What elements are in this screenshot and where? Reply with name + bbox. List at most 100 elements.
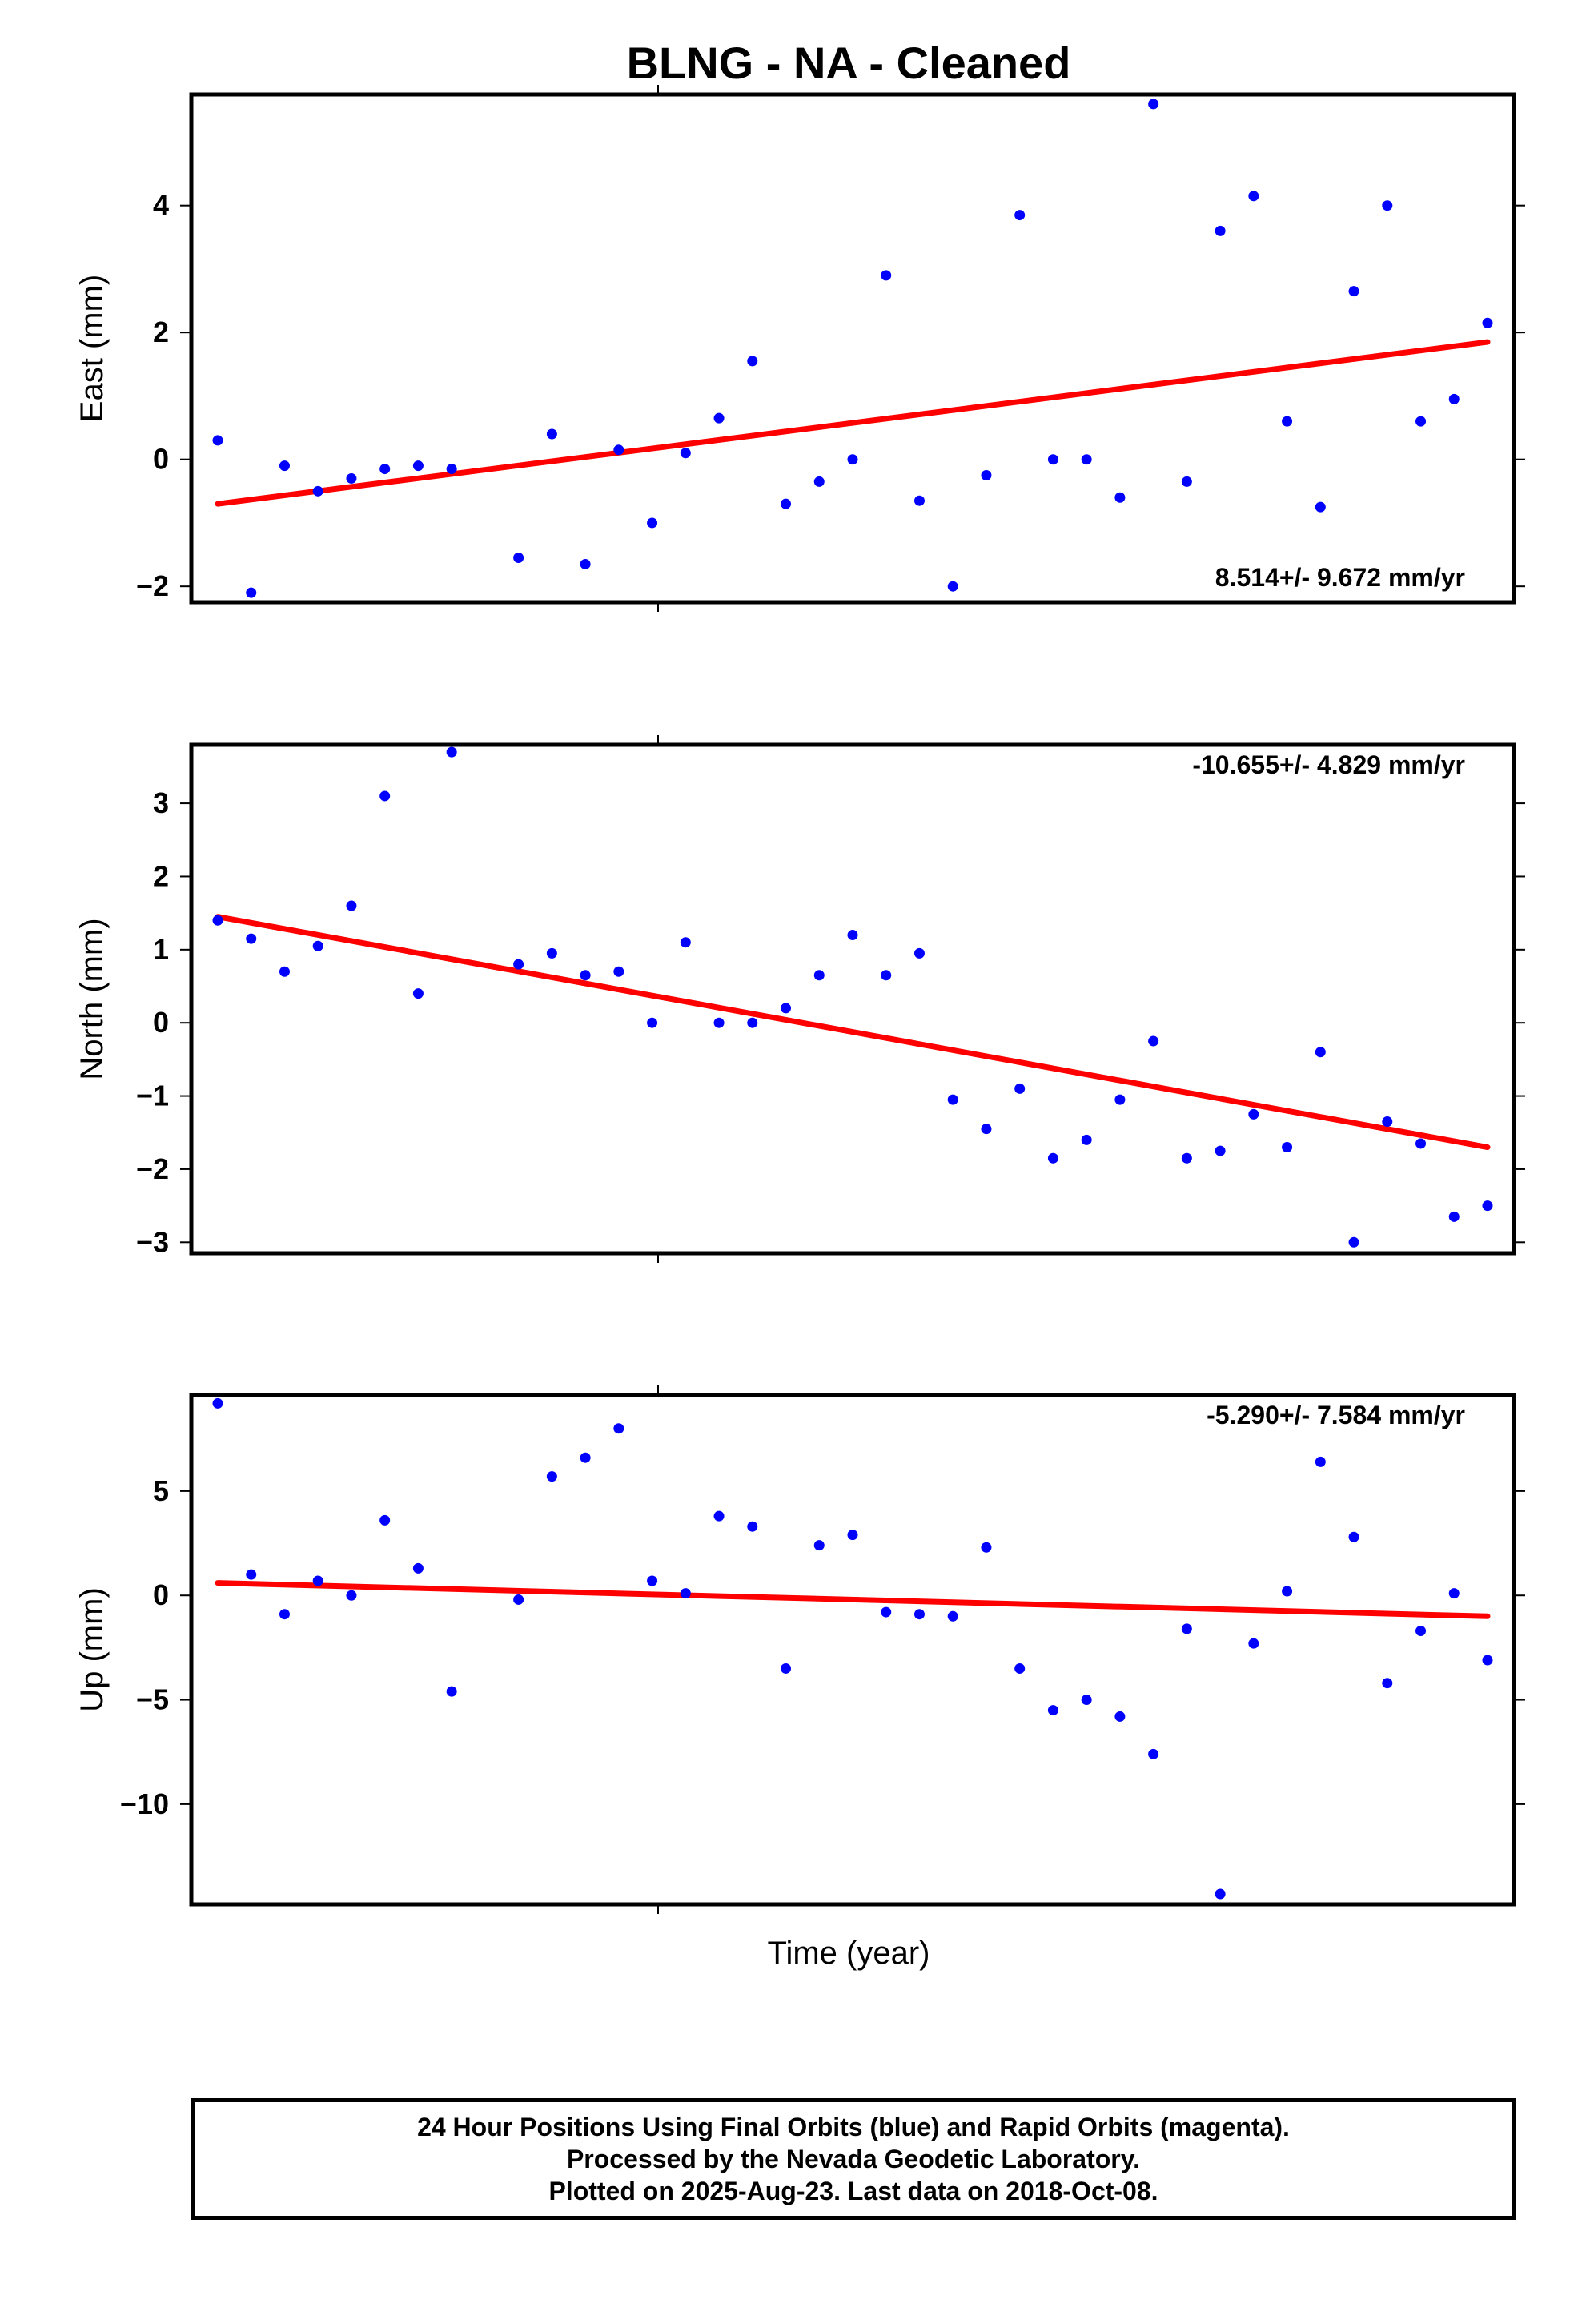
data-point — [1415, 1626, 1427, 1637]
data-point — [279, 460, 290, 472]
data-point — [847, 1530, 858, 1541]
data-point — [1482, 317, 1493, 328]
data-point — [446, 464, 457, 475]
y-tick-label: 5 — [153, 1474, 169, 1507]
data-point — [1181, 1623, 1192, 1634]
data-point — [813, 476, 825, 487]
data-point — [580, 970, 591, 981]
data-point — [947, 581, 958, 592]
data-point — [1282, 416, 1293, 427]
data-point — [1348, 1531, 1359, 1542]
data-point — [981, 470, 992, 480]
data-point — [1248, 1638, 1259, 1649]
data-point — [847, 454, 858, 465]
plot-title: BLNG - NA - Cleaned — [627, 38, 1071, 88]
data-point — [913, 1609, 925, 1620]
data-point — [680, 937, 691, 948]
panel-1: −2 0 2 4 East (mm) 8.514+/- 9.672 mm/yr — [74, 85, 1525, 612]
data-point — [1415, 416, 1427, 427]
data-point — [913, 947, 925, 959]
trend-line — [215, 1580, 1491, 1619]
data-point — [1415, 1138, 1427, 1149]
data-point — [881, 1606, 892, 1618]
panel-frame — [189, 742, 1516, 1256]
data-point — [713, 1017, 725, 1028]
trend-line — [215, 339, 1491, 507]
data-point — [546, 428, 557, 440]
data-point — [246, 1569, 257, 1580]
data-point — [713, 1510, 725, 1522]
data-point — [981, 1542, 992, 1553]
panel-frame — [189, 1393, 1516, 1907]
data-point — [346, 472, 357, 484]
data-point — [513, 553, 524, 564]
data-point — [1081, 1134, 1092, 1145]
footer-caption-box: 24 Hour Positions Using Final Orbits (bl… — [191, 2098, 1516, 2220]
data-point — [1282, 1586, 1293, 1597]
data-point — [1448, 1211, 1460, 1222]
footer-line-3: Plotted on 2025-Aug-23. Last data on 201… — [548, 2177, 1158, 2205]
data-point — [246, 587, 257, 598]
data-point — [1148, 1748, 1159, 1759]
data-point — [212, 435, 223, 446]
data-point — [713, 412, 725, 424]
data-point — [1382, 1678, 1393, 1689]
data-point — [781, 498, 792, 509]
y-tick-label: −10 — [120, 1787, 169, 1820]
data-point — [1114, 1711, 1126, 1722]
footer-line-1: 24 Hour Positions Using Final Orbits (bl… — [417, 2113, 1290, 2141]
data-point — [947, 1610, 958, 1622]
data-point — [1482, 1655, 1493, 1666]
y-tick-label: 2 — [153, 859, 169, 892]
y-tick-label: −2 — [136, 569, 169, 602]
data-point — [513, 959, 524, 970]
data-point — [1181, 1152, 1192, 1164]
data-point — [813, 1540, 825, 1551]
data-point — [346, 1590, 357, 1601]
data-point — [647, 517, 658, 529]
y-tick-label: 0 — [153, 443, 169, 476]
data-point — [1047, 454, 1058, 465]
data-point — [781, 1003, 792, 1014]
data-point — [446, 1686, 457, 1697]
data-point — [379, 1514, 391, 1526]
data-point — [446, 746, 457, 758]
data-point — [513, 1594, 524, 1605]
data-point — [379, 790, 391, 802]
data-point — [580, 1452, 591, 1463]
footer-line-2: Processed by the Nevada Geodetic Laborat… — [566, 2145, 1141, 2173]
data-point — [1348, 1236, 1359, 1248]
y-tick-label: −3 — [136, 1225, 169, 1258]
y-tick-label: 0 — [153, 1578, 169, 1611]
data-point — [1215, 1145, 1226, 1156]
data-point — [212, 915, 223, 926]
data-point — [613, 966, 624, 977]
data-point — [1047, 1705, 1058, 1716]
panel-2: −3 −2 −1 0 1 2 3 North (mm) -10.655+/- 4.829 mm/… — [74, 735, 1525, 1263]
rate-label: -10.655+/- 4.829 mm/yr — [1192, 750, 1465, 779]
data-point — [1315, 1047, 1326, 1058]
data-point — [1382, 200, 1393, 211]
data-point — [1248, 191, 1259, 202]
trend-line — [215, 914, 1491, 1151]
y-tick-label: 2 — [153, 316, 169, 348]
data-point — [813, 970, 825, 981]
data-point — [947, 1094, 958, 1105]
panel-3: −10 −5 0 5 Up (mm) -5.290+/- 7.584 mm/yr — [74, 1385, 1525, 1914]
data-point — [881, 270, 892, 281]
data-point — [1215, 225, 1226, 236]
data-point — [680, 1588, 691, 1599]
y-tick-label: −1 — [136, 1080, 169, 1112]
data-point — [1114, 492, 1126, 503]
data-point — [647, 1575, 658, 1586]
data-point — [546, 947, 557, 959]
data-point — [1014, 210, 1026, 221]
data-point — [1348, 286, 1359, 297]
data-point — [312, 485, 323, 497]
data-point — [1215, 1888, 1226, 1900]
data-point — [613, 1423, 624, 1434]
data-point — [1248, 1108, 1259, 1120]
data-point — [1315, 501, 1326, 513]
data-point — [1448, 393, 1460, 404]
data-point — [747, 1017, 758, 1028]
